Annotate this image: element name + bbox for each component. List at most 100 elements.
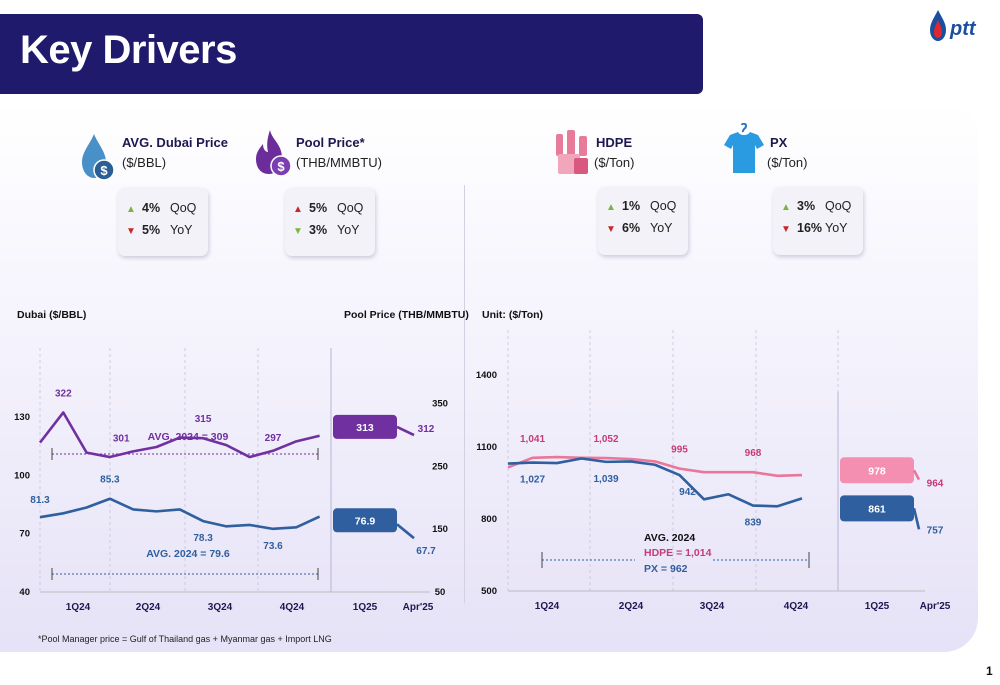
y2-tick-label: 250 xyxy=(432,461,448,472)
quarter-value-box xyxy=(840,457,914,484)
y-tick-label: 130 xyxy=(14,412,30,423)
qoq-label: QoQ xyxy=(337,201,364,215)
oil-drop-dollar-icon: $ xyxy=(82,134,115,181)
y-tick-label: 100 xyxy=(14,470,30,481)
arrow-up-icon: ▲ xyxy=(293,204,303,215)
yoy-label: YoY xyxy=(825,221,848,235)
kpi-dubai-unit: ($/BBL) xyxy=(122,155,167,170)
data-label: 322 xyxy=(55,388,72,399)
kpi-qoq-row: ▲ 3% QoQ xyxy=(781,199,851,217)
px-price-line xyxy=(507,457,803,508)
quarter-value-label: 861 xyxy=(868,503,886,515)
dubai-axis-title: Dubai ($/BBL) xyxy=(17,309,87,321)
latest-value-label: 964 xyxy=(927,479,944,490)
kpi-qoq-row: ▲ 4% QoQ xyxy=(126,201,196,219)
x-tick-label: 2Q24 xyxy=(619,601,644,612)
hdpe-price-line xyxy=(507,455,803,478)
data-label: 301 xyxy=(113,433,130,444)
y-tick-label: 800 xyxy=(481,514,497,525)
qoq-value: 3% xyxy=(797,199,816,213)
tshirt-icon xyxy=(724,123,764,173)
qoq-label: QoQ xyxy=(825,199,852,213)
svg-text:$: $ xyxy=(100,163,108,178)
kpi-qoq-row: ▲ 1% QoQ xyxy=(606,199,676,217)
x-tick-label: 1Q24 xyxy=(66,602,91,613)
kpi-px-card: ▲ 3% QoQ ▼ 16% YoY xyxy=(773,187,863,255)
latest-value-label: 312 xyxy=(418,424,435,435)
data-label: 315 xyxy=(195,414,212,425)
arrow-down-icon: ▼ xyxy=(606,224,616,235)
section-divider xyxy=(464,185,465,603)
latest-segment xyxy=(396,523,415,540)
dubai-price-line xyxy=(39,497,321,531)
avg-label: AVG. 2024 = 309 xyxy=(148,431,229,443)
arrow-up-icon: ▲ xyxy=(126,204,136,215)
latest-segment xyxy=(912,469,921,481)
yoy-value: 3% xyxy=(309,223,328,237)
y-tick-label: 40 xyxy=(19,587,30,598)
y-tick-label: 1400 xyxy=(476,370,497,381)
kpi-px-title: PX xyxy=(770,135,788,150)
data-label: 297 xyxy=(265,433,282,444)
kpi-pool-unit: (THB/MMBTU) xyxy=(296,155,382,170)
avg-box-px: PX = 962 xyxy=(644,563,688,575)
latest-value-label: 757 xyxy=(927,525,944,536)
arrow-down-icon: ▼ xyxy=(781,224,791,235)
yoy-label: YoY xyxy=(650,221,673,235)
kpi-hdpe-title: HDPE xyxy=(596,135,633,150)
kpi-dubai-title: AVG. Dubai Price xyxy=(122,135,228,150)
kpi-hdpe-unit: ($/Ton) xyxy=(594,155,635,170)
quarter-value-box xyxy=(840,495,914,522)
qoq-value: 4% xyxy=(142,201,161,215)
quarter-value-box xyxy=(333,414,397,439)
latest-segment xyxy=(396,425,415,437)
data-label: 1,027 xyxy=(520,475,545,486)
data-label: 968 xyxy=(745,448,762,459)
data-label: 85.3 xyxy=(100,475,120,486)
data-label: 1,041 xyxy=(520,434,545,445)
kpi-yoy-row: ▼ 16% YoY xyxy=(781,221,847,239)
quarter-value-label: 978 xyxy=(868,465,886,477)
x-tick-label: Apr'25 xyxy=(920,601,951,612)
y-tick-label: 1100 xyxy=(476,442,497,453)
data-label: 839 xyxy=(745,518,762,529)
gas-flame-dollar-icon: $ xyxy=(256,130,292,177)
qoq-value: 1% xyxy=(622,199,641,213)
x-tick-label: 3Q24 xyxy=(208,602,233,613)
plastic-bottles-icon xyxy=(556,130,588,174)
arrow-down-icon: ▼ xyxy=(126,226,136,237)
x-tick-label: 3Q24 xyxy=(700,601,725,612)
page-title: Key Drivers xyxy=(20,28,237,72)
kpi-pool-card: ▲ 5% QoQ ▼ 3% YoY xyxy=(285,188,375,256)
data-label: 995 xyxy=(671,445,688,456)
kpi-yoy-row: ▼ 6% YoY xyxy=(606,221,672,239)
page-number: 1 xyxy=(986,664,993,678)
data-label: 73.6 xyxy=(263,541,283,552)
x-tick-label: 1Q25 xyxy=(353,602,378,613)
y-tick-label: 70 xyxy=(19,529,30,540)
pool-price-line xyxy=(38,411,320,459)
latest-segment xyxy=(912,508,921,530)
kpi-px-unit: ($/Ton) xyxy=(767,155,808,170)
kpi-yoy-row: ▼ 5% YoY xyxy=(126,223,192,241)
arrow-down-icon: ▼ xyxy=(293,226,303,237)
ptt-logo: ptt xyxy=(930,10,977,41)
y2-tick-label: 350 xyxy=(432,399,448,410)
x-tick-label: 4Q24 xyxy=(280,602,305,613)
x-tick-label: 2Q24 xyxy=(136,602,161,613)
x-tick-label: 1Q24 xyxy=(535,601,560,612)
energy-price-chart: 40 70 100 130 50 150 250 350 1Q24 2Q24 3Q24 4Q24 1Q2… xyxy=(14,348,448,613)
arrow-up-icon: ▲ xyxy=(781,202,791,213)
kpi-dubai-card: ▲ 4% QoQ ▼ 5% YoY xyxy=(118,188,208,256)
svg-text:$: $ xyxy=(277,159,285,174)
quarter-value-box xyxy=(333,508,397,533)
y2-tick-label: 50 xyxy=(435,587,446,598)
footnote: *Pool Manager price = Gulf of Thailand g… xyxy=(38,634,332,644)
quarter-value-label: 76.9 xyxy=(355,515,376,527)
kpi-hdpe-card: ▲ 1% QoQ ▼ 6% YoY xyxy=(598,187,688,255)
avg-box-hdpe: HDPE = 1,014 xyxy=(644,547,712,559)
data-label: 1,052 xyxy=(593,434,618,445)
qoq-label: QoQ xyxy=(650,199,677,213)
kpi-pool-title: Pool Price* xyxy=(296,135,365,150)
yoy-label: YoY xyxy=(170,223,193,237)
